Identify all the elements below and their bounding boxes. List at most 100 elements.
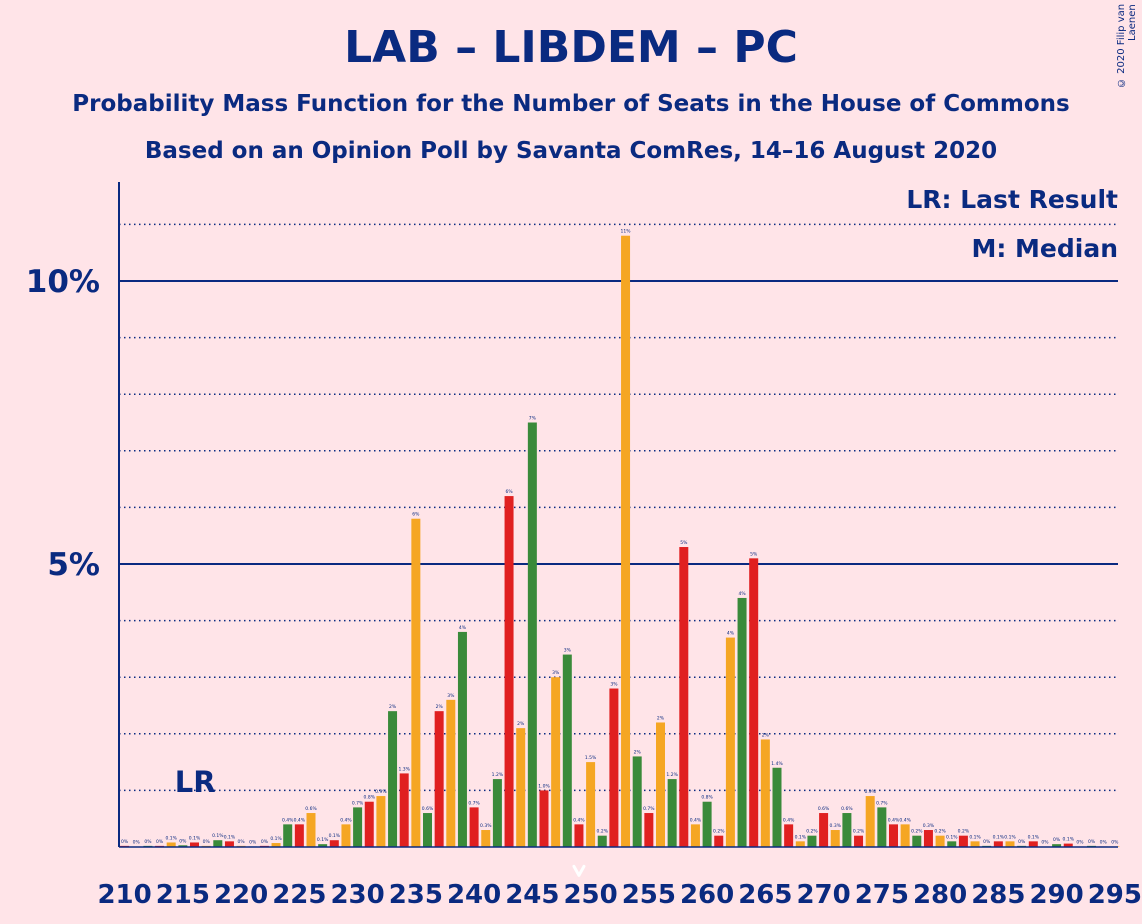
data-label-227: 0.1% (317, 837, 329, 843)
data-label-223: 0.1% (270, 836, 282, 842)
bars (120, 235, 1120, 848)
bar-266 (772, 767, 782, 847)
chart-title: LAB – LIBDEM – PC (344, 22, 798, 73)
data-label-293: 0% (1088, 839, 1096, 845)
data-label-273: 0.2% (853, 829, 865, 835)
data-label-210: 0% (121, 839, 129, 845)
data-label-252: 3% (610, 682, 618, 688)
bar-288 (1028, 841, 1038, 847)
bar-269 (807, 835, 817, 847)
poll-info: Based on an Opinion Poll by Savanta ComR… (144, 138, 998, 164)
bar-274 (865, 796, 875, 847)
bar-235 (411, 518, 421, 847)
x-tick-220: 220 (214, 880, 268, 910)
bar-225 (294, 824, 304, 847)
data-label-284: 0% (983, 839, 991, 845)
data-label-251: 0.2% (597, 829, 609, 835)
x-tick-labels: 210 215 220 225 230 235 240 245 250 255 260 265 270 2… (97, 880, 1142, 910)
data-label-236: 0.6% (422, 806, 434, 812)
x-tick-265: 265 (738, 880, 792, 910)
data-label-281: 0.1% (946, 834, 958, 840)
bar-261 (714, 835, 724, 847)
data-label-257: 1.2% (666, 772, 678, 778)
data-label-268: 0.1% (795, 834, 807, 840)
bar-231 (364, 801, 374, 847)
data-label-274: 0.9% (864, 789, 876, 795)
data-label-232: 0.9% (375, 789, 387, 795)
bar-230 (353, 807, 363, 847)
data-label-291: 0.1% (1063, 837, 1075, 843)
data-label-287: 0% (1018, 839, 1026, 845)
data-label-258: 5% (680, 540, 688, 546)
bar-244 (516, 728, 526, 847)
bar-276 (889, 824, 898, 847)
x-tick-295: 295 (1088, 880, 1142, 910)
bar-256 (656, 722, 665, 847)
data-label-286: 0.1% (1004, 834, 1016, 840)
bar-280 (935, 835, 945, 847)
y-tick-10: 10% (26, 264, 100, 300)
bar-258 (679, 547, 689, 847)
bar-291 (1063, 843, 1073, 847)
data-label-276: 0.4% (888, 817, 900, 823)
data-label-295: 0% (1111, 839, 1119, 845)
bar-272 (842, 813, 852, 847)
x-tick-280: 280 (913, 880, 967, 910)
data-label-212: 0% (144, 839, 152, 845)
bar-247 (551, 677, 561, 847)
data-label-254: 2% (634, 749, 642, 755)
data-label-266: 1.4% (771, 761, 783, 767)
data-label-240: 0.7% (468, 800, 480, 806)
data-label-253: 11% (621, 229, 632, 235)
bar-214 (166, 842, 176, 847)
data-label-235: 6% (412, 512, 420, 518)
bar-238 (446, 699, 456, 847)
data-label-226: 0.6% (305, 806, 317, 812)
data-label-230: 0.7% (352, 800, 364, 806)
data-labels: 0% 0% 0% 0%0.1%0%0.1%0%0.1% 0.1%0% 0% 0%0.1%0.… (121, 229, 1119, 846)
x-tick-270: 270 (796, 880, 850, 910)
x-tick-215: 215 (156, 880, 210, 910)
data-label-234: 1.3% (398, 766, 410, 772)
data-label-244: 2% (517, 721, 525, 727)
data-label-215: 0% (179, 838, 187, 844)
data-label-272: 0.6% (841, 806, 853, 812)
bar-229 (341, 824, 351, 847)
bar-228 (329, 840, 339, 847)
bar-246 (539, 790, 549, 847)
bar-285 (993, 841, 1003, 847)
data-label-277: 0.4% (899, 817, 911, 823)
bar-275 (877, 807, 887, 847)
data-label-238: 3% (447, 693, 455, 699)
data-label-220: 0% (238, 839, 246, 845)
data-label-229: 0.4% (340, 817, 352, 823)
x-tick-230: 230 (330, 880, 384, 910)
data-label-283: 0.1% (969, 834, 981, 840)
data-label-248: 3% (564, 648, 572, 654)
axes (118, 182, 1118, 848)
bar-265 (760, 739, 770, 847)
data-label-271: 0.3% (830, 823, 842, 829)
data-label-264: 5% (750, 551, 758, 557)
bar-277 (900, 824, 910, 847)
data-label-256: 2% (657, 715, 665, 721)
gridlines (119, 223, 1118, 792)
bar-224 (283, 824, 293, 847)
bar-227 (318, 844, 328, 847)
last-result-label: LR (175, 765, 216, 799)
data-label-231: 0.8% (364, 795, 376, 801)
bar-279 (923, 830, 933, 847)
data-label-290: 0% (1053, 837, 1061, 843)
bar-232 (376, 796, 386, 847)
data-label-239: 4% (459, 625, 467, 631)
data-label-224: 0.4% (282, 817, 294, 823)
bar-236 (423, 813, 432, 847)
data-label-261: 0.2% (713, 829, 725, 835)
bar-234 (399, 773, 409, 847)
data-label-262: 4% (727, 631, 735, 637)
data-label-267: 0.4% (783, 817, 795, 823)
data-label-222: 0% (261, 839, 269, 845)
bar-242 (492, 779, 502, 847)
y-tick-labels: 5% 10% (26, 264, 100, 583)
